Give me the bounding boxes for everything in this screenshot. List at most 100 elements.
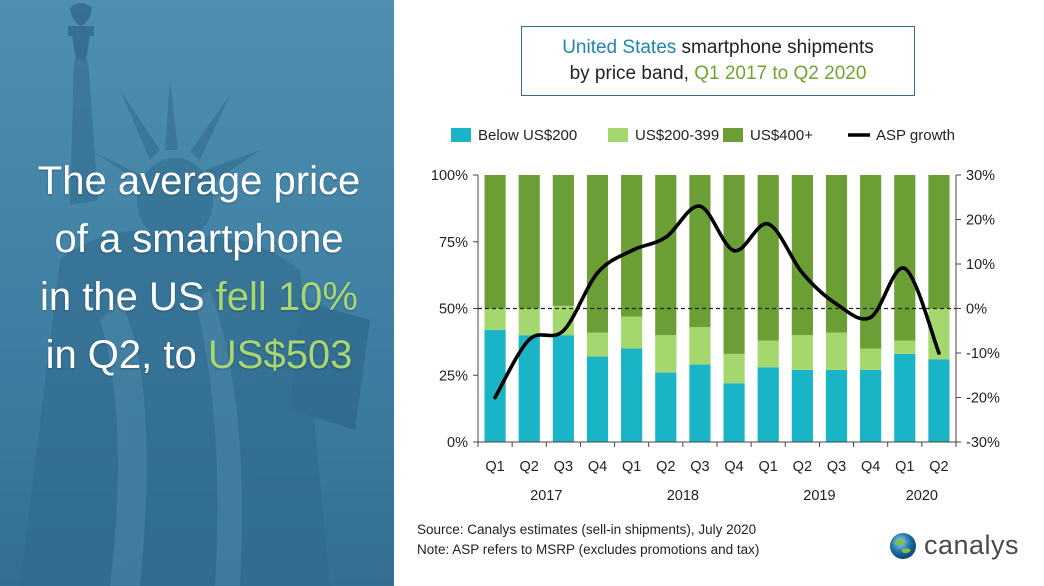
chart-title-band: by price band,	[569, 63, 695, 84]
year-label-1: 2018	[667, 488, 699, 504]
bar-1-5	[655, 335, 677, 373]
year-label-2: 2019	[803, 488, 835, 504]
x-tick-label-9: Q2	[793, 459, 812, 475]
source-notes: Source: Canalys estimates (sell-in shipm…	[417, 520, 759, 560]
asp-point-1	[527, 337, 532, 342]
y2-tick-label-1: -20%	[966, 391, 1000, 407]
bar-0-13	[928, 359, 950, 442]
chart-title-topic: smartphone shipments	[676, 37, 874, 58]
y2-tick-label-2: -10%	[966, 346, 1000, 362]
x-tick-label-5: Q2	[656, 459, 675, 475]
x-tick-label-12: Q1	[895, 459, 914, 475]
headline-highlight-price: US$503	[207, 333, 353, 377]
asp-point-9	[800, 271, 805, 275]
bar-2-11	[860, 175, 882, 349]
bar-0-5	[655, 372, 677, 442]
x-tick-label-11: Q4	[861, 459, 880, 475]
bar-1-2	[552, 305, 574, 336]
headline-line-4: in Q2, to US$503	[18, 326, 380, 384]
bar-0-9	[791, 369, 813, 442]
asp-point-11	[868, 315, 873, 320]
bar-1-10	[825, 332, 848, 370]
bar-0-7	[723, 383, 745, 442]
bar-0-12	[894, 353, 916, 442]
y2-tick-label-6: 30%	[966, 168, 995, 184]
bar-1-12	[894, 340, 916, 354]
source-line: Source: Canalys estimates (sell-in shipm…	[417, 522, 757, 537]
x-tick-label-4: Q1	[622, 459, 641, 475]
headline-line-1: The average price	[37, 159, 361, 203]
logo-text: canalys	[924, 530, 1020, 560]
bar-2-13	[928, 175, 950, 309]
bar-1-11	[860, 348, 882, 370]
x-tick-label-8: Q1	[759, 459, 778, 475]
asp-point-10	[834, 302, 839, 306]
x-tick-label-3: Q4	[588, 459, 607, 475]
bar-0-2	[552, 335, 574, 442]
legend-label-1: US$200-399	[635, 127, 719, 144]
bar-1-0	[484, 308, 506, 330]
x-tick-label-13: Q2	[929, 459, 948, 475]
x-tick-label-10: Q3	[827, 459, 846, 475]
x-tick-label-1: Q2	[520, 459, 539, 475]
legend-swatch-1	[608, 128, 628, 142]
bar-0-1	[518, 335, 540, 442]
globe-icon	[890, 532, 916, 559]
asp-point-2	[561, 328, 566, 333]
bar-1-1	[518, 308, 540, 336]
y-tick-label-1: 25%	[439, 368, 468, 384]
bar-1-13	[928, 308, 950, 360]
bar-0-4	[621, 348, 643, 442]
bar-2-2	[552, 175, 574, 306]
headline: The average price of a smartphone in the…	[18, 152, 380, 384]
year-label-0: 2017	[530, 488, 562, 504]
chart-title-period: Q1 2017 to Q2 2020	[694, 63, 867, 84]
asp-point-3	[595, 271, 600, 275]
asp-point-0	[493, 395, 497, 400]
note-line: Note: ASP refers to MSRP (excludes promo…	[417, 542, 760, 557]
bar-2-1	[518, 175, 540, 309]
asp-point-12	[902, 266, 907, 271]
y-tick-label-4: 100%	[431, 168, 468, 184]
statue-of-liberty-illustration	[20, 3, 370, 586]
asp-point-5	[663, 235, 668, 240]
bar-0-6	[689, 364, 711, 442]
bar-2-3	[586, 175, 609, 333]
bar-0-8	[757, 367, 779, 442]
shipments-chart: Below US$200 US$200-399 US$400+ ASP growth 0…	[431, 127, 1000, 504]
bar-1-7	[723, 353, 745, 384]
canalys-logo: canalys	[888, 530, 1019, 561]
headline-line-3-text: in the US	[40, 275, 216, 319]
hero-panel: The average price of a smartphone in the…	[0, 0, 394, 586]
bar-2-4	[621, 175, 643, 317]
chart-title: United States smartphone shipments by pr…	[521, 26, 915, 96]
headline-line-3: in the US fell 10%	[18, 268, 380, 326]
bar-2-7	[723, 175, 745, 354]
bar-2-6	[689, 175, 711, 328]
asp-point-6	[698, 204, 702, 208]
legend-label-2: US$400+	[750, 127, 813, 144]
y2-tick-label-4: 10%	[966, 257, 995, 273]
bar-2-9	[791, 175, 813, 336]
bar-2-0	[484, 175, 506, 309]
y-tick-label-0: 0%	[447, 435, 468, 451]
y2-tick-label-0: -30%	[966, 435, 1000, 451]
asp-point-8	[766, 222, 771, 226]
bar-2-12	[894, 175, 916, 341]
bar-2-8	[757, 175, 779, 341]
bar-1-3	[586, 332, 609, 357]
legend-swatch-2	[723, 128, 743, 142]
bar-2-5	[655, 175, 677, 336]
y-tick-label-2: 50%	[439, 302, 468, 318]
asp-point-4	[629, 248, 634, 253]
headline-line-2: of a smartphone	[54, 217, 344, 261]
asp-point-7	[732, 248, 736, 253]
x-tick-label-6: Q3	[690, 459, 709, 475]
x-tick-label-2: Q3	[554, 459, 573, 475]
y2-tick-label-5: 20%	[966, 213, 995, 229]
bar-1-9	[791, 335, 813, 370]
bar-1-6	[689, 327, 711, 365]
chart-title-line-2: by price band, Q1 2017 to Q2 2020	[522, 61, 914, 87]
asp-point-13	[937, 351, 941, 355]
year-label-3: 2020	[906, 488, 938, 504]
